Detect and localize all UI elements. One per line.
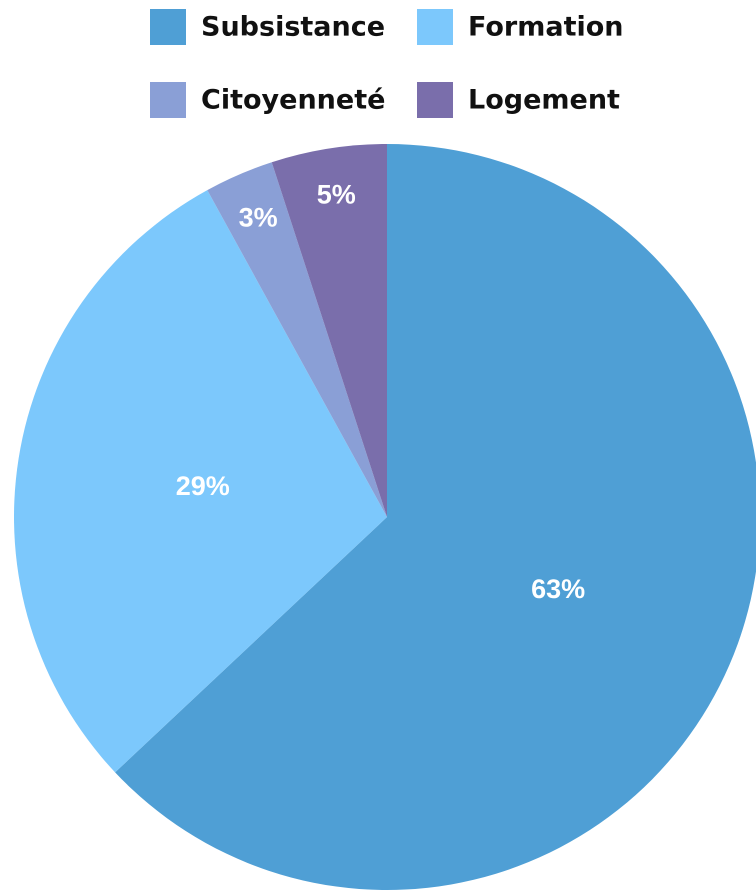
slice-label: 29% <box>176 471 230 501</box>
legend-label: Citoyenneté <box>201 85 385 116</box>
legend-swatch <box>417 9 453 45</box>
legend-label: Subsistance <box>201 12 385 43</box>
legend-label: Logement <box>468 85 620 116</box>
pie-slice <box>115 144 756 890</box>
legend-swatch <box>417 82 453 118</box>
pie-slice <box>13 190 388 773</box>
slice-label: 63% <box>531 574 585 604</box>
slice-label: 3% <box>239 202 278 232</box>
pie-slice <box>271 144 387 517</box>
pie-slice <box>207 162 387 517</box>
legend-swatch <box>150 82 186 118</box>
legend-swatch <box>150 9 186 45</box>
slice-label: 5% <box>317 180 356 210</box>
legend-label: Formation <box>468 12 624 43</box>
